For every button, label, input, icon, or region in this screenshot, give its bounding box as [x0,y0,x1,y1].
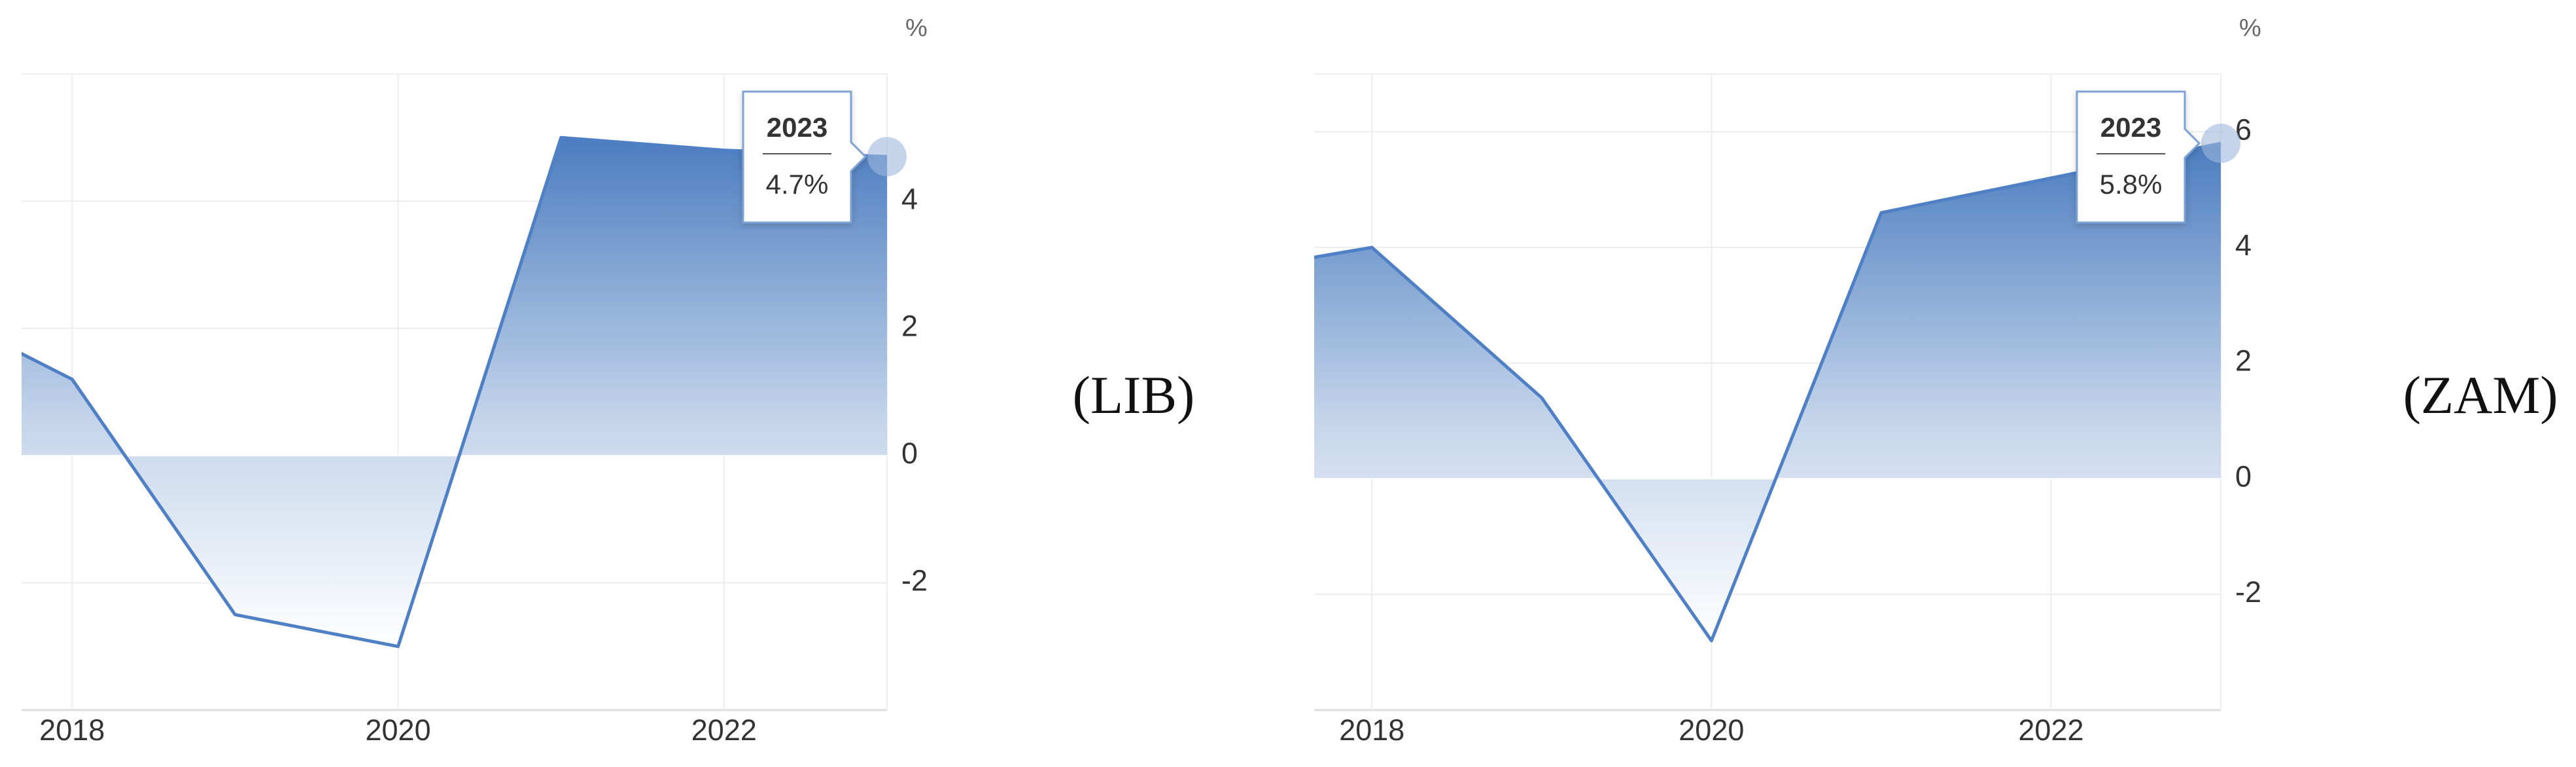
y-tick-label: 4 [2235,228,2252,262]
chart-label: (LIB) [1073,365,1195,425]
tooltip-title: 2023 [767,112,827,143]
y-tick-label: 2 [901,310,918,343]
area [1314,143,2221,641]
y-tick-label: -2 [901,563,928,597]
highlight-point [2201,124,2240,164]
y-tick-label: -2 [2235,575,2261,609]
area [22,137,887,647]
line [22,135,888,649]
tooltip-value: 5.8% [2100,169,2163,200]
y-tick-label: 0 [901,437,918,470]
tooltip-title: 2023 [2100,112,2161,143]
chart: -2 0 2 4 2018 2020 2022% 2023 4.7% (LIB) [22,14,1195,747]
x-tick-label: 2022 [2018,713,2083,747]
y-tick-label: 0 [2235,459,2252,493]
y-unit: % [905,14,928,42]
y-tick-label: 2 [2235,344,2252,378]
x-tick-label: 2020 [1679,713,1744,747]
y-unit: % [2239,14,2261,42]
x-tick-label: 2018 [1339,713,1404,747]
x-tick-label: 2022 [691,713,757,747]
x-tick-label: 2020 [365,713,430,747]
tooltip-box [2076,90,2201,224]
y-tick-label: 4 [901,182,918,215]
tooltip-box [742,90,867,224]
highlight-point [867,137,907,177]
chart-label: (ZAM) [2403,365,2558,425]
tooltip-value: 4.7% [766,169,829,200]
x-tick-label: 2018 [39,713,105,747]
line [1314,141,2221,643]
